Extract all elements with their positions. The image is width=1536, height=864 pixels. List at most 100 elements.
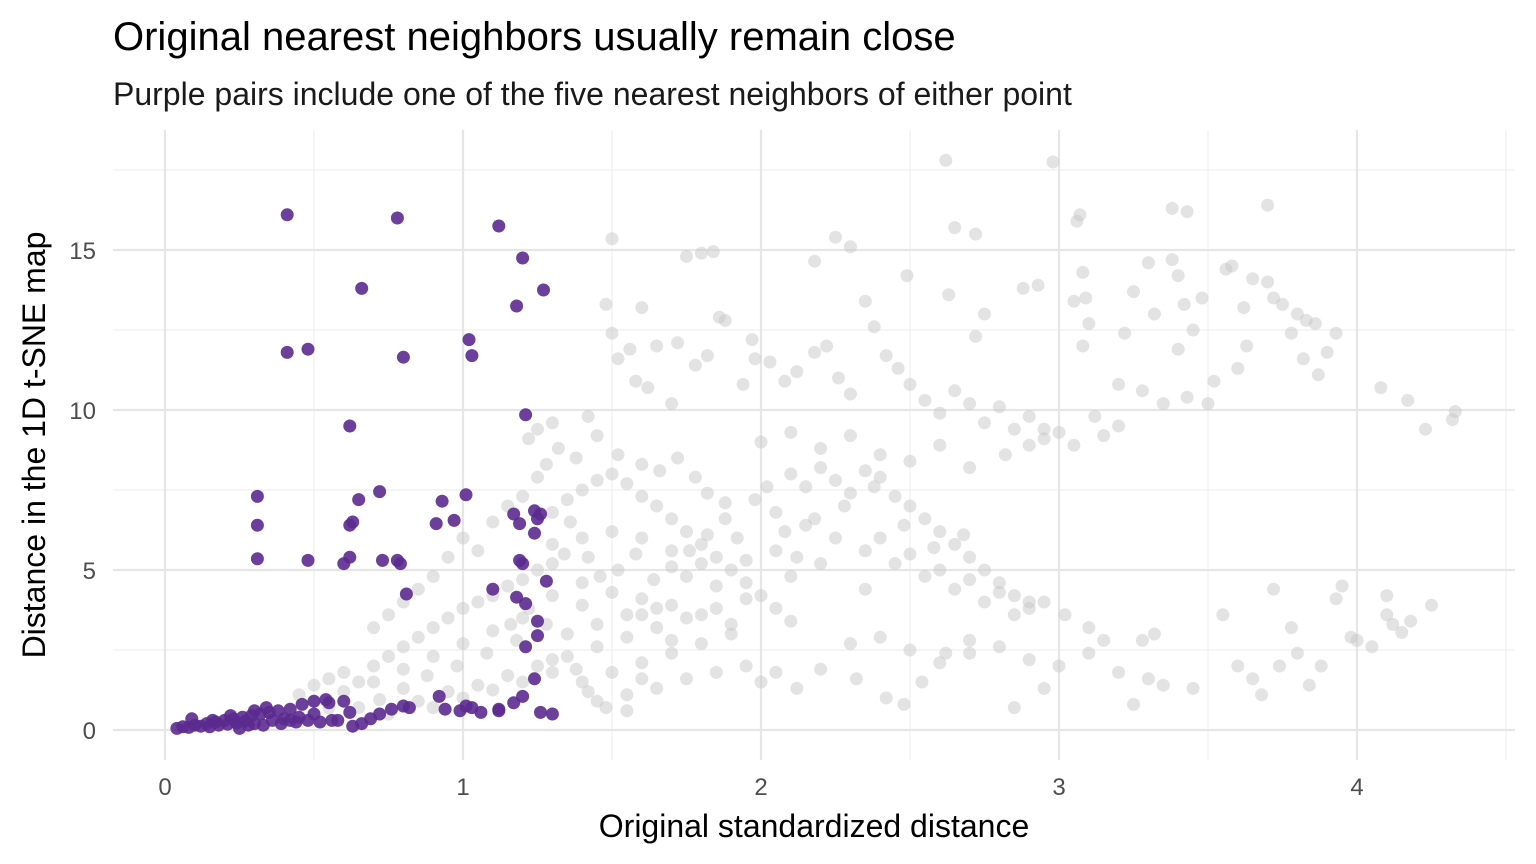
other-point [754,675,768,689]
other-point [650,601,664,615]
other-point [575,483,589,497]
other-point [700,349,714,363]
other-point [718,512,732,526]
neighbor-point [343,419,357,433]
other-point [1302,678,1316,692]
neighbor-point [295,697,309,711]
other-point [1088,409,1102,423]
other-point [1448,405,1462,419]
neighbor-point [519,597,533,611]
other-point [650,621,664,635]
other-point [665,397,679,411]
other-point [748,493,762,507]
other-point [963,633,977,647]
other-point [620,477,634,491]
other-point [611,448,625,462]
other-point [1156,397,1170,411]
other-point [900,269,914,283]
other-point [790,550,804,564]
other-point [1216,608,1230,622]
other-point [1207,374,1221,388]
neighbor-point [396,350,410,364]
other-point [969,329,983,343]
other-point [665,646,679,660]
other-point [897,697,911,711]
other-point [1141,256,1155,270]
other-point [486,624,500,638]
other-point [867,480,881,494]
other-point [1320,345,1334,359]
other-point [1374,381,1388,395]
other-point [1296,352,1310,366]
other-point [620,608,634,622]
other-point [739,576,753,590]
other-point [665,512,679,526]
other-point [426,649,440,663]
other-point [575,531,589,545]
other-point [1186,681,1200,695]
other-point [531,422,544,436]
other-point [581,550,595,564]
other-point [1141,672,1155,686]
other-point [858,544,872,558]
x-tick-label: 2 [754,774,767,801]
other-point [700,528,714,542]
chart-title: Original nearest neighbors usually remai… [113,15,956,59]
other-point [605,467,619,481]
other-point [411,630,425,644]
neighbor-point [373,485,387,499]
other-point [1052,425,1066,439]
other-point [724,627,738,641]
other-point [620,630,634,644]
neighbor-point [343,705,357,719]
other-point [1386,617,1400,631]
other-point [581,685,595,699]
other-point [897,518,911,532]
other-point [769,505,783,519]
other-point [1186,323,1200,337]
other-point [888,557,902,571]
other-point [665,598,679,612]
other-point [635,457,649,471]
neighbor-point [531,629,544,643]
other-point [680,525,693,539]
other-point [590,617,604,631]
other-point [1314,659,1328,673]
grid-lines [113,130,1515,760]
other-point [724,617,738,631]
other-point [858,582,872,596]
neighbor-point [346,515,360,529]
neighbor-point [250,518,264,532]
other-point [426,701,440,715]
other-point [903,547,917,561]
other-point [1079,291,1093,305]
other-point [1246,272,1260,286]
x-tick-label: 0 [158,774,171,801]
other-point [873,630,887,644]
other-point [1118,326,1132,340]
other-point [1180,390,1194,404]
other-point [1022,438,1036,452]
other-point [620,688,634,702]
other-point [873,470,887,484]
other-point [832,371,845,385]
other-point [426,621,440,635]
other-point [599,701,613,715]
other-point [814,557,828,571]
other-point [545,653,559,667]
other-point [1135,384,1149,398]
other-point [1022,653,1036,667]
other-point [784,467,798,481]
other-point [337,685,351,699]
other-point [918,569,932,583]
neighbor-point [537,283,550,297]
other-point [879,349,893,363]
other-point [650,499,664,513]
other-point [873,531,887,545]
neighbor-point [539,574,553,588]
other-point [927,541,941,555]
other-point [1284,326,1298,340]
other-point [522,432,536,446]
other-point [963,461,977,475]
